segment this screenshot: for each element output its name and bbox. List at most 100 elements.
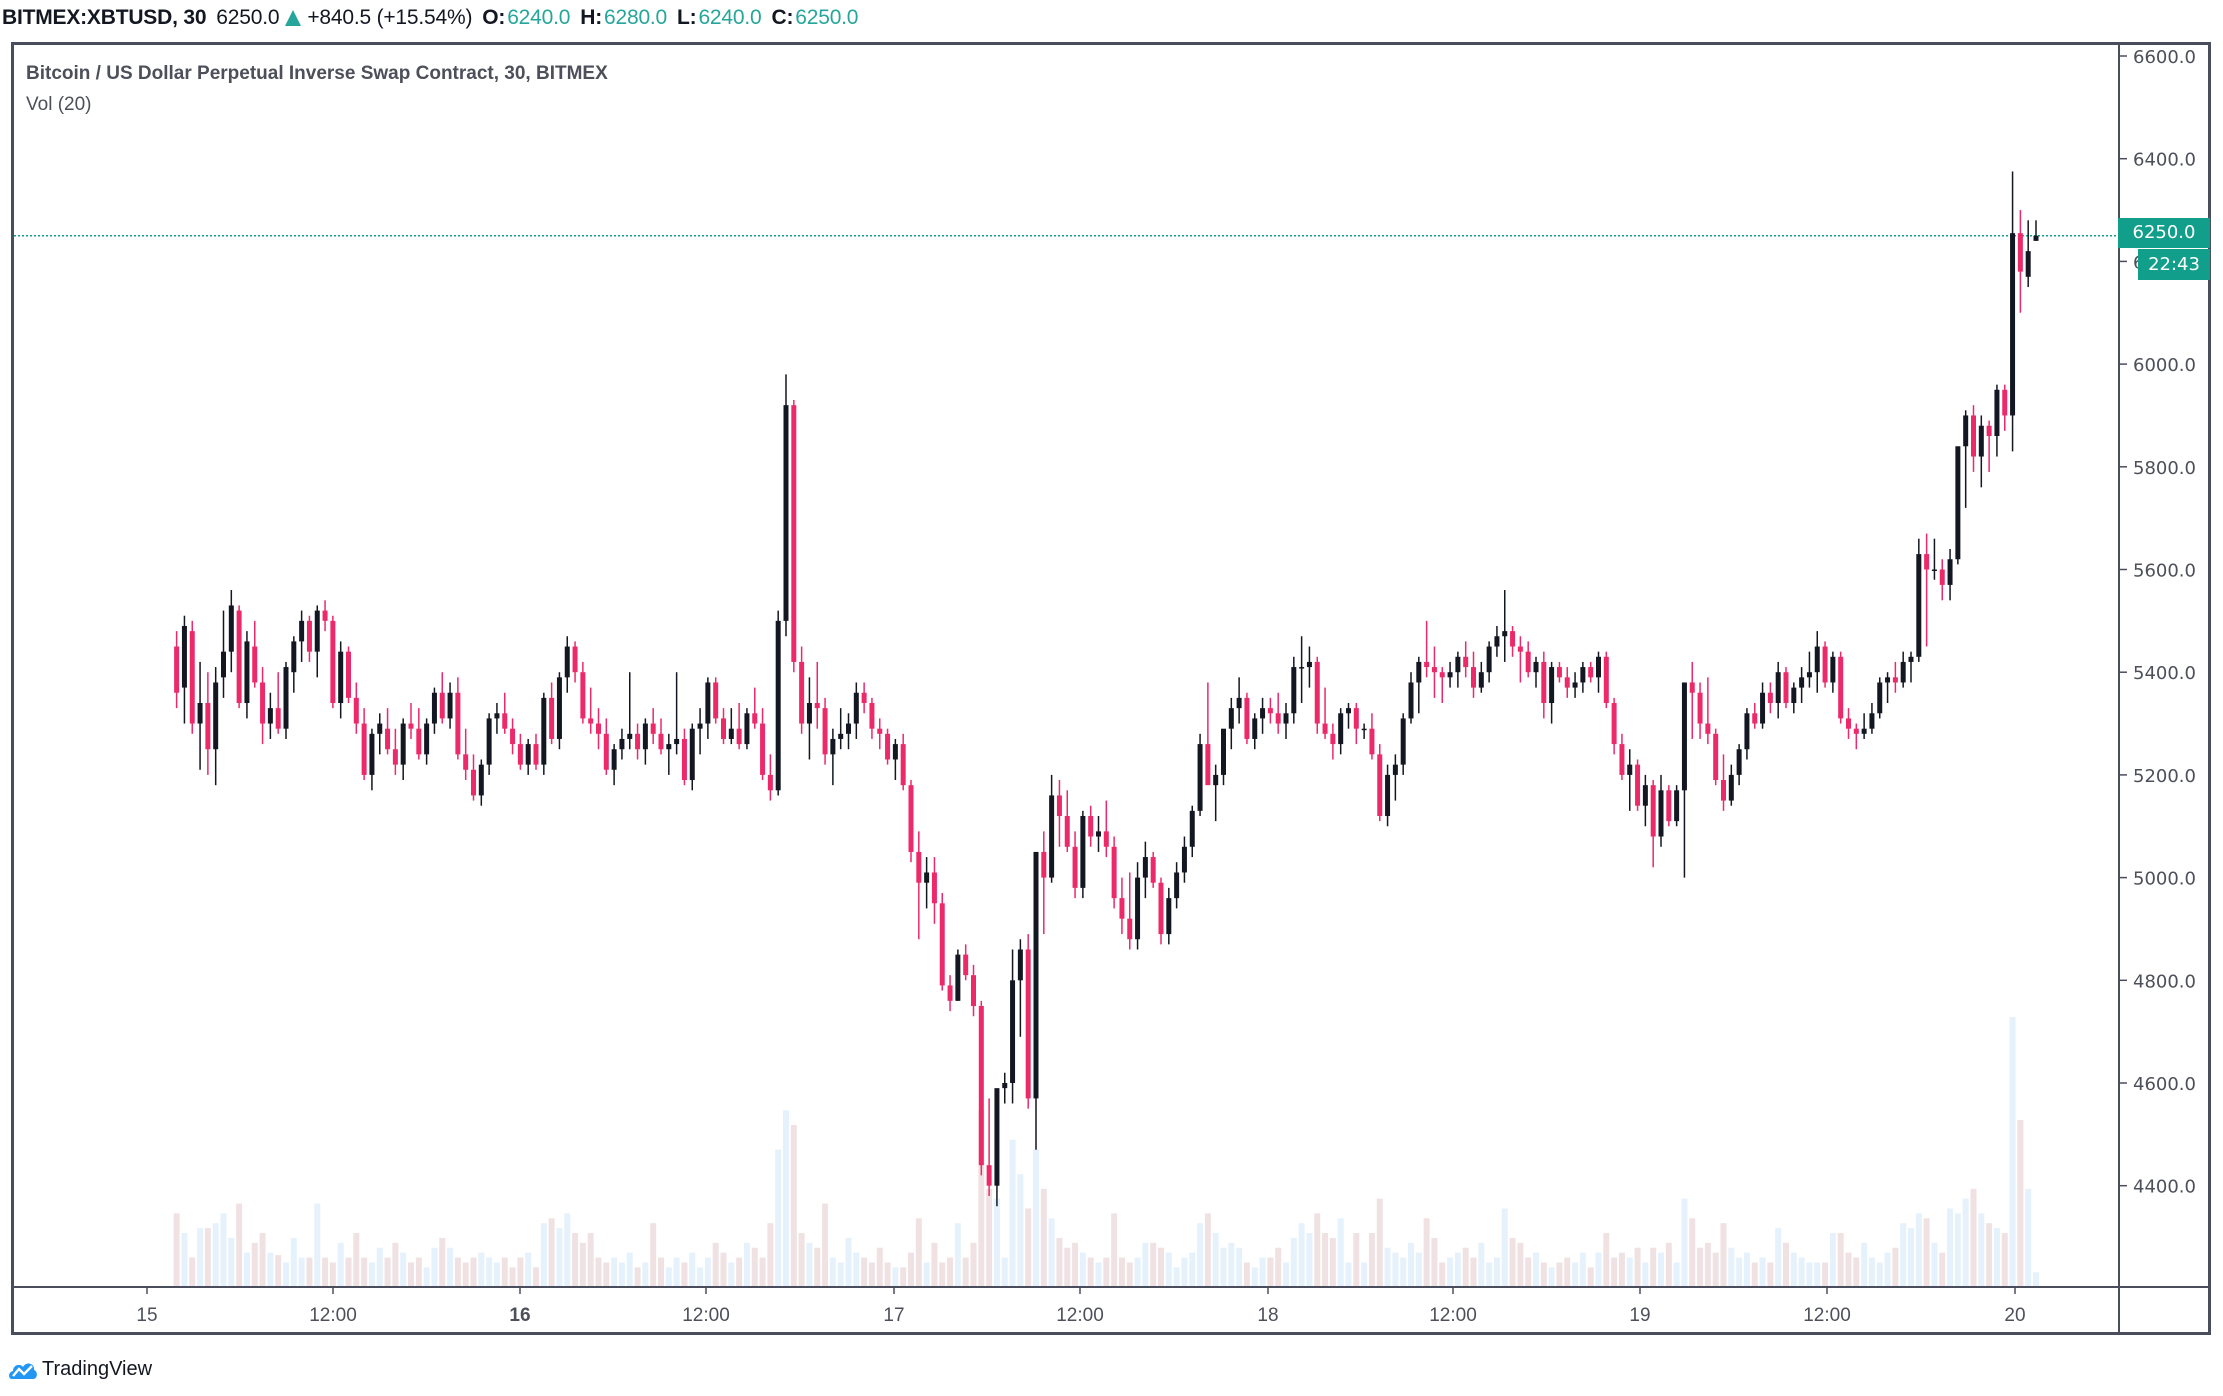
candle-body — [721, 718, 726, 739]
volume-bar — [939, 1262, 946, 1287]
candle-body — [1853, 728, 1859, 734]
volume-bar — [1915, 1213, 1922, 1287]
candle-body — [1322, 723, 1328, 734]
volume-bar — [486, 1257, 493, 1287]
candle-body — [1244, 697, 1250, 739]
volume-bar — [1611, 1257, 1618, 1287]
candle-body — [1228, 708, 1234, 729]
volume-bar — [533, 1267, 539, 1287]
candle-body — [885, 733, 891, 760]
volume-bar — [2009, 1017, 2016, 1287]
candle-body — [1392, 764, 1398, 775]
candle-body — [869, 703, 875, 729]
candle-body — [1103, 831, 1109, 847]
candle-body — [1189, 810, 1195, 847]
volume-bar — [1947, 1208, 1954, 1287]
volume-bar — [626, 1252, 633, 1287]
candle-body — [1150, 857, 1156, 883]
candle-body — [189, 631, 195, 724]
volume-bar — [595, 1257, 602, 1287]
candle-body — [236, 610, 242, 704]
candle-body — [1822, 646, 1828, 683]
volume-bar — [189, 1257, 196, 1287]
candle-body — [1416, 661, 1422, 683]
candle-body — [822, 708, 828, 755]
volume-bar — [743, 1242, 750, 1287]
volume-bar — [900, 1267, 907, 1287]
volume-bar — [806, 1242, 813, 1287]
volume-bar — [1806, 1262, 1813, 1287]
volume-bar — [1087, 1257, 1094, 1287]
volume-bar — [1251, 1267, 1258, 1287]
time-axis-label: 12:00 — [1429, 1305, 1477, 1326]
close-label: C: — [771, 6, 794, 29]
candle-body — [791, 405, 797, 662]
candle-body — [1455, 656, 1461, 673]
volume-bar — [275, 1255, 282, 1287]
candle-body — [502, 713, 508, 729]
volume-bar — [954, 1223, 961, 1287]
candle-body — [971, 975, 976, 1006]
volume-bar — [1408, 1242, 1414, 1287]
symbol-label[interactable]: BITMEX:XBTUSD, 30 — [2, 6, 207, 29]
price-axis-label: 5000.0 — [2133, 869, 2196, 890]
candle-body — [455, 692, 461, 755]
volume-bar — [1681, 1198, 1688, 1287]
candle-body — [1939, 569, 1945, 585]
chart-title[interactable]: Bitcoin / US Dollar Perpetual Inverse Sw… — [26, 63, 608, 84]
volume-bar — [1517, 1242, 1524, 1287]
candle-body — [603, 733, 609, 770]
candle-body — [283, 667, 289, 729]
symbol-header: BITMEX:XBTUSD, 30 6250.0 +840.5 (+15.54%… — [2, 2, 868, 34]
candle-body — [549, 697, 555, 739]
candle-body — [525, 744, 531, 765]
volume-bar — [1923, 1218, 1930, 1287]
candle-body — [431, 692, 437, 724]
candle-body — [1752, 713, 1758, 724]
candle-body — [1556, 667, 1562, 678]
candle-body — [361, 723, 367, 775]
price-axis-label: 6000.0 — [2133, 355, 2196, 376]
candle-body — [486, 718, 492, 765]
volume-bar — [736, 1257, 743, 1287]
candle-body — [1306, 661, 1312, 668]
candle-body — [1642, 785, 1648, 806]
candle-body — [174, 646, 180, 693]
volume-bar — [572, 1233, 579, 1287]
candle-body — [1252, 718, 1258, 739]
volume-bar — [1618, 1252, 1625, 1287]
volume-bar — [1868, 1257, 1875, 1287]
volume-bar — [290, 1237, 297, 1287]
volume-bar — [1267, 1257, 1274, 1287]
volume-bar — [1900, 1223, 1907, 1287]
volume-bar — [1954, 1213, 1961, 1287]
volume-bar — [243, 1252, 250, 1287]
volume-bar — [1439, 1262, 1446, 1287]
candle-body — [1580, 667, 1586, 683]
candle-body — [814, 703, 820, 709]
candle-body — [1947, 559, 1953, 585]
candle-body — [267, 708, 273, 724]
volume-indicator-label[interactable]: Vol (20) — [26, 94, 92, 115]
candle-body — [986, 1165, 992, 1186]
candle-body — [1283, 713, 1289, 724]
candle-body — [1064, 815, 1070, 847]
volume-bar — [1790, 1252, 1797, 1287]
tradingview-logo[interactable]: TradingView — [8, 1354, 152, 1384]
candle-body — [1736, 749, 1742, 775]
volume-bar — [1197, 1223, 1204, 1287]
candle-body — [1072, 846, 1078, 888]
volume-bar — [540, 1223, 547, 1287]
candle-body — [744, 713, 750, 745]
time-axis-label: 12:00 — [1803, 1305, 1851, 1326]
volume-bar — [376, 1247, 383, 1287]
volume-bar — [876, 1247, 883, 1287]
volume-bar — [1939, 1252, 1946, 1287]
volume-bar — [415, 1257, 422, 1287]
candle-body — [1728, 774, 1734, 801]
volume-bar — [1384, 1247, 1391, 1287]
volume-bar — [579, 1242, 586, 1287]
volume-bar — [384, 1257, 391, 1287]
volume-bar — [173, 1213, 180, 1287]
